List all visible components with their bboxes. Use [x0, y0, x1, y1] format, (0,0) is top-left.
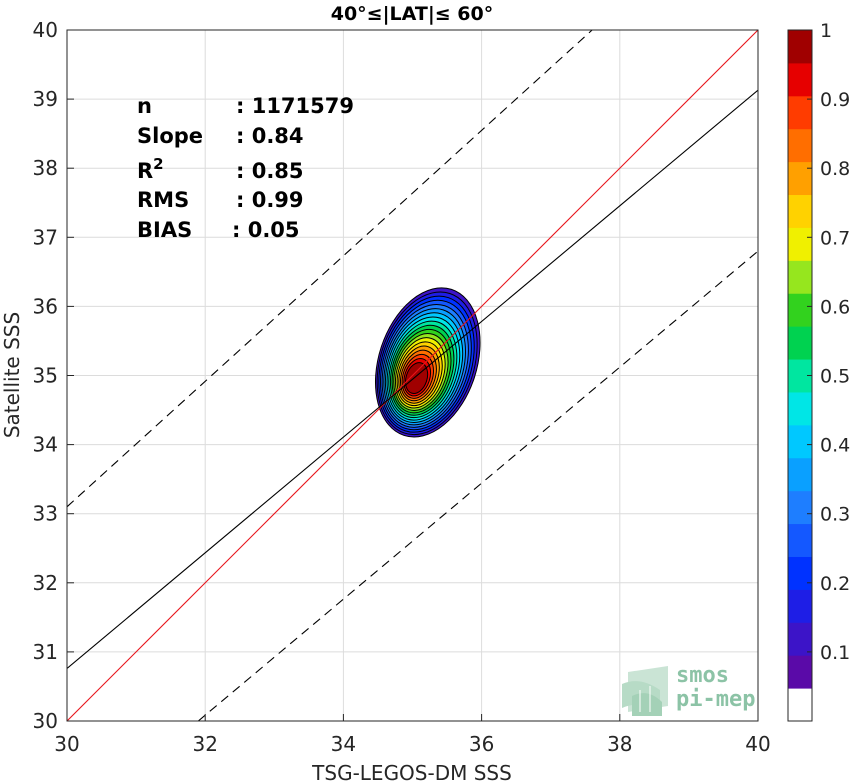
upper-bound-line: [67, 30, 593, 508]
colorbar-tick-label-8: 0.9: [820, 89, 850, 111]
colorbar-tick-label-5: 0.6: [820, 296, 850, 318]
colorbar-tick-label-2: 0.3: [820, 504, 850, 526]
logo-line-2: pi-mep: [676, 687, 755, 712]
grid: [66, 29, 759, 722]
one-to-one-line: [67, 30, 758, 721]
colorbar-segment-2: [788, 622, 812, 656]
x-tick-label-0: 30: [54, 732, 79, 756]
x-tick-label-3: 36: [469, 732, 494, 756]
x-axis-label: TSG-LEGOS-DM SSS: [311, 761, 512, 784]
colorbar: [787, 29, 813, 722]
colorbar-tick-label-6: 0.7: [820, 227, 850, 249]
x-tick-label-2: 34: [331, 732, 356, 756]
x-tick-label-5: 40: [745, 732, 770, 756]
colorbar-tick-label-0: 0.1: [820, 642, 850, 664]
regression-line: [67, 89, 758, 669]
colorbar-tick-label-4: 0.5: [820, 366, 850, 388]
colorbar-segment-11: [788, 326, 812, 360]
colorbar-segment-20: [788, 30, 812, 64]
chart-title: 40°≤|LAT|≤ 60°: [331, 3, 494, 25]
colorbar-segment-13: [788, 260, 812, 294]
lower-bound-line: [197, 250, 758, 721]
colorbar-tick-label-9: 1: [820, 20, 832, 42]
colorbar-segment-5: [788, 523, 812, 557]
colorbar-tick-label-3: 0.4: [820, 435, 850, 457]
x-tick-label-4: 38: [607, 732, 632, 756]
y-tick-label-1: 31: [33, 640, 58, 664]
x-axis-ticks: 30 32 34 36 38 40: [54, 714, 771, 756]
colorbar-segment-0: [788, 688, 812, 722]
logo-emblem-icon: [622, 666, 668, 716]
y-tick-label-5: 35: [33, 364, 58, 388]
colorbar-segment-15: [788, 194, 812, 228]
colorbar-tick-label-1: 0.2: [820, 573, 850, 595]
density-level-18: [405, 362, 429, 394]
colorbar-segment-4: [788, 556, 812, 590]
colorbar-segment-19: [788, 62, 812, 97]
colorbar-segment-18: [788, 95, 812, 130]
stat-value-0: : 1171579: [236, 94, 354, 118]
reference-lines: [67, 30, 758, 721]
colorbar-segment-3: [788, 589, 812, 623]
smos-pi-mep-logo: smos pi-mep: [622, 663, 755, 716]
logo-line-1: smos: [676, 663, 729, 688]
y-tick-label-0: 30: [33, 709, 58, 733]
y-tick-label-7: 37: [33, 225, 58, 249]
colorbar-segment-16: [788, 161, 812, 196]
y-tick-label-2: 32: [33, 571, 58, 595]
stat-value-3: : 0.99: [236, 188, 304, 212]
colorbar-ticks: 0.1 0.2 0.3 0.4 0.5 0.6 0.7 0.8 0.9 1: [807, 20, 850, 664]
stat-value-4: : 0.05: [232, 218, 300, 242]
stat-label-1: Slope: [137, 124, 203, 148]
y-axis-ticks: 30 31 32 33 34 35 36 37 38 39 40: [33, 18, 74, 733]
stat-label-superscript: 2: [153, 155, 163, 173]
stat-value-2: : 0.85: [236, 159, 304, 183]
y-tick-label-3: 33: [33, 502, 58, 526]
y-tick-label-9: 39: [33, 87, 58, 111]
stat-label-0: n: [137, 94, 152, 118]
colorbar-segment-12: [788, 293, 812, 327]
y-tick-label-10: 40: [33, 18, 58, 42]
colorbar-segment-8: [788, 424, 812, 459]
colorbar-segment-1: [788, 655, 812, 689]
stat-label-4: BIAS: [137, 218, 192, 242]
x-tick-label-1: 32: [192, 732, 217, 756]
y-tick-label-6: 36: [33, 294, 58, 318]
density-contours: [374, 287, 481, 438]
stat-label-3: RMS: [137, 188, 189, 212]
colorbar-segment-17: [788, 128, 812, 163]
colorbar-segment-6: [788, 490, 812, 525]
y-tick-label-4: 34: [33, 433, 58, 457]
colorbar-segment-7: [788, 457, 812, 492]
y-axis-label: Satellite SSS: [0, 312, 24, 438]
y-tick-label-8: 38: [33, 156, 58, 180]
colorbar-segment-9: [788, 391, 812, 426]
colorbar-segment-14: [788, 227, 812, 261]
colorbar-tick-label-7: 0.8: [820, 158, 850, 180]
stat-value-1: : 0.84: [236, 124, 304, 148]
